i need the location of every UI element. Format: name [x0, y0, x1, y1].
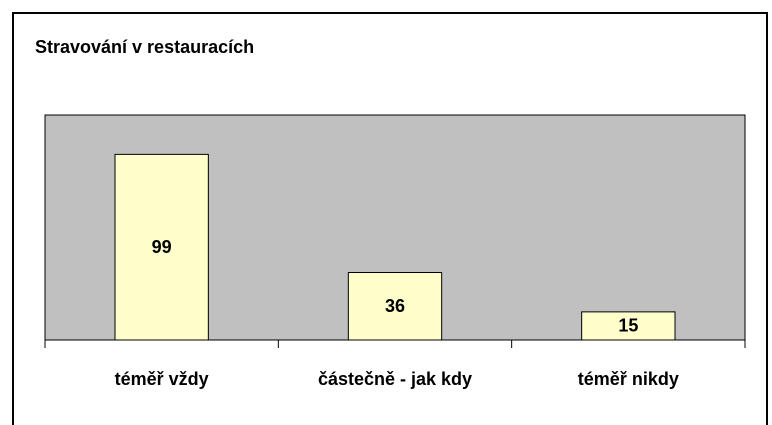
chart-title: Stravování v restauracích	[35, 37, 254, 57]
bar	[581, 311, 676, 341]
bar	[114, 153, 209, 341]
chart-frame	[12, 12, 768, 425]
x-tick-label: téměř vždy	[115, 369, 209, 389]
data-label: 99	[152, 237, 172, 257]
x-tick-label: téměř nikdy	[578, 369, 679, 389]
data-label: 15	[618, 316, 638, 336]
data-label: 36	[385, 296, 405, 316]
bar	[347, 272, 443, 341]
x-tick-label: částečně - jak kdy	[318, 369, 472, 389]
